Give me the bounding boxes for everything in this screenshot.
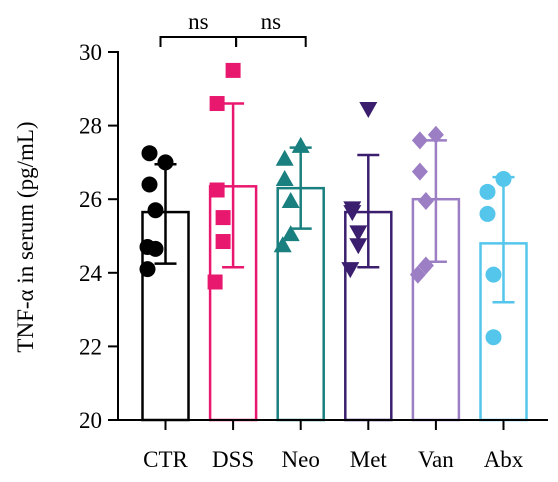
y-tick-label: 24 bbox=[79, 261, 103, 286]
significance-bracket bbox=[159, 36, 238, 47]
point-van bbox=[411, 162, 428, 181]
point-abx bbox=[485, 266, 502, 283]
point-ctr bbox=[139, 239, 156, 256]
point-van bbox=[417, 256, 434, 275]
point-dss bbox=[207, 274, 223, 290]
bars bbox=[141, 102, 528, 422]
point-neo bbox=[281, 225, 300, 242]
point-van bbox=[409, 265, 426, 284]
point-van bbox=[427, 125, 444, 144]
point-van bbox=[411, 131, 428, 150]
point-neo bbox=[291, 136, 310, 153]
point-dss bbox=[215, 210, 231, 226]
x-tick-label: CTR bbox=[143, 447, 188, 472]
point-ctr bbox=[141, 176, 158, 193]
point-abx bbox=[485, 329, 502, 346]
x-tick-label: Abx bbox=[484, 447, 524, 472]
point-met bbox=[341, 262, 360, 279]
y-tick-label: 26 bbox=[79, 187, 102, 212]
point-abx bbox=[479, 205, 496, 222]
point-met bbox=[349, 238, 368, 255]
significance-label: ns bbox=[188, 9, 209, 34]
y-tick-label: 30 bbox=[79, 40, 102, 65]
y-tick-label: 22 bbox=[79, 334, 102, 359]
x-tick-label: Van bbox=[418, 447, 454, 472]
point-met bbox=[343, 205, 362, 222]
y-tick-label: 28 bbox=[79, 114, 102, 139]
significance-label: ns bbox=[261, 9, 282, 34]
point-ctr bbox=[139, 261, 156, 278]
point-ctr bbox=[147, 202, 164, 219]
point-ctr bbox=[141, 145, 158, 162]
point-met bbox=[359, 102, 378, 119]
y-tick-label: 20 bbox=[79, 408, 102, 433]
point-met bbox=[349, 225, 368, 242]
x-tick-label: Met bbox=[350, 447, 388, 472]
point-neo bbox=[281, 192, 300, 209]
point-dss bbox=[225, 62, 241, 78]
point-neo bbox=[273, 236, 292, 253]
y-axis-label: TNF-α in serum (pg/mL) bbox=[13, 121, 38, 352]
y-axis: 20 22 24 26 28 30 bbox=[79, 40, 119, 433]
x-axis: CTR DSS Neo Met Van Abx bbox=[117, 419, 548, 472]
significance-bracket bbox=[235, 36, 307, 47]
point-abx bbox=[495, 170, 512, 187]
point-ctr bbox=[157, 154, 174, 171]
point-neo bbox=[275, 169, 294, 186]
significance-annotations: ns ns bbox=[159, 9, 307, 47]
point-abx bbox=[479, 183, 496, 200]
point-neo bbox=[275, 149, 294, 166]
x-tick-label: Neo bbox=[282, 447, 320, 472]
x-tick-label: DSS bbox=[212, 447, 254, 472]
point-dss bbox=[209, 182, 225, 198]
point-dss bbox=[215, 234, 231, 250]
data-points bbox=[139, 62, 512, 346]
point-van bbox=[417, 192, 434, 211]
point-dss bbox=[209, 96, 225, 112]
